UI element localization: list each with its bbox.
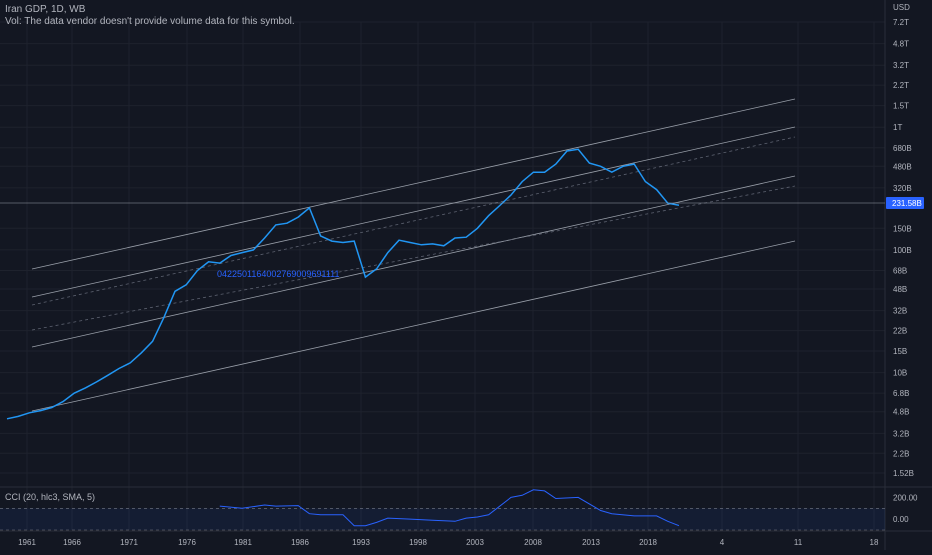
price-axis-label: 320B <box>893 184 912 193</box>
price-axis-label: 68B <box>893 266 907 275</box>
time-axis-label: 4 <box>720 538 725 547</box>
chart-annotation-text[interactable]: 0422501164002769009691111 <box>217 269 339 279</box>
time-axis-label: 2003 <box>466 538 484 547</box>
time-axis-label: 1976 <box>178 538 196 547</box>
price-axis-label: 48B <box>893 285 907 294</box>
current-price-tag: 231.58B <box>886 197 924 209</box>
gdp-price-line[interactable] <box>6 148 680 420</box>
cci-indicator-label[interactable]: CCI (20, hlc3, SMA, 5) <box>5 492 96 502</box>
cci-pane[interactable] <box>0 489 885 531</box>
current-price-value: 231.58B <box>892 199 922 208</box>
time-axis-label: 11 <box>794 538 803 547</box>
price-axis-label: 100B <box>893 246 912 255</box>
price-axis-label: 10B <box>893 369 907 378</box>
time-axis-label: 1998 <box>409 538 427 547</box>
cci-axis-label: 200.00 <box>893 493 918 502</box>
time-axis-label: 1966 <box>63 538 81 547</box>
price-axis-label: 1.5T <box>893 102 909 111</box>
time-axis-label: 2008 <box>524 538 542 547</box>
price-axis-label: 4.8B <box>893 408 909 417</box>
price-axis-label: 1T <box>893 123 902 132</box>
price-axis-label: 480B <box>893 162 912 171</box>
channel-line[interactable] <box>31 126 796 298</box>
time-axis-label: 2013 <box>582 538 600 547</box>
channel-line[interactable] <box>31 240 796 412</box>
price-axis-label: 3.2T <box>893 61 909 70</box>
time-axis-label: 1981 <box>234 538 252 547</box>
price-axis-label: 3.2B <box>893 429 909 438</box>
time-axis-label: 1986 <box>291 538 309 547</box>
price-axis-label: 150B <box>893 224 912 233</box>
channel-midline[interactable] <box>31 136 796 306</box>
cci-band <box>0 508 885 530</box>
parallel-channel-drawing[interactable] <box>31 98 796 412</box>
price-axis-label: 22B <box>893 327 907 336</box>
price-axis-label: 1.52B <box>893 469 914 478</box>
time-axis-label: 1971 <box>120 538 138 547</box>
price-axis-label: 4.8T <box>893 40 909 49</box>
currency-label: USD <box>893 3 910 12</box>
time-axis-label: 18 <box>870 538 879 547</box>
time-axis-label: 1961 <box>18 538 36 547</box>
time-axis-label: 1993 <box>352 538 370 547</box>
price-axis-label: 6.8B <box>893 389 909 398</box>
cci-axis[interactable]: 200.00 0.00 <box>893 493 918 524</box>
price-axis[interactable]: USD 7.2T 4.8T 3.2T 2.2T 1.5T 1T 680B 480B 320B 15… <box>893 3 914 478</box>
channel-line[interactable] <box>31 175 796 348</box>
price-axis-label: 15B <box>893 347 907 356</box>
price-axis-label: 32B <box>893 307 907 316</box>
channel-midline[interactable] <box>31 185 796 331</box>
time-axis-label: 2018 <box>639 538 657 547</box>
channel-line[interactable] <box>31 98 796 270</box>
price-axis-label: 7.2T <box>893 18 909 27</box>
price-axis-label: 2.2B <box>893 449 909 458</box>
cci-line[interactable] <box>219 489 680 527</box>
price-axis-label: 680B <box>893 144 912 153</box>
price-axis-label: 2.2T <box>893 81 909 90</box>
volume-notice: Vol: The data vendor doesn't provide vol… <box>5 16 295 27</box>
cci-axis-label: 0.00 <box>893 515 909 524</box>
symbol-title[interactable]: Iran GDP, 1D, WB <box>5 4 86 15</box>
time-axis[interactable]: 1961 1966 1971 1976 1981 1986 1993 1998 2003 2008… <box>18 538 879 547</box>
